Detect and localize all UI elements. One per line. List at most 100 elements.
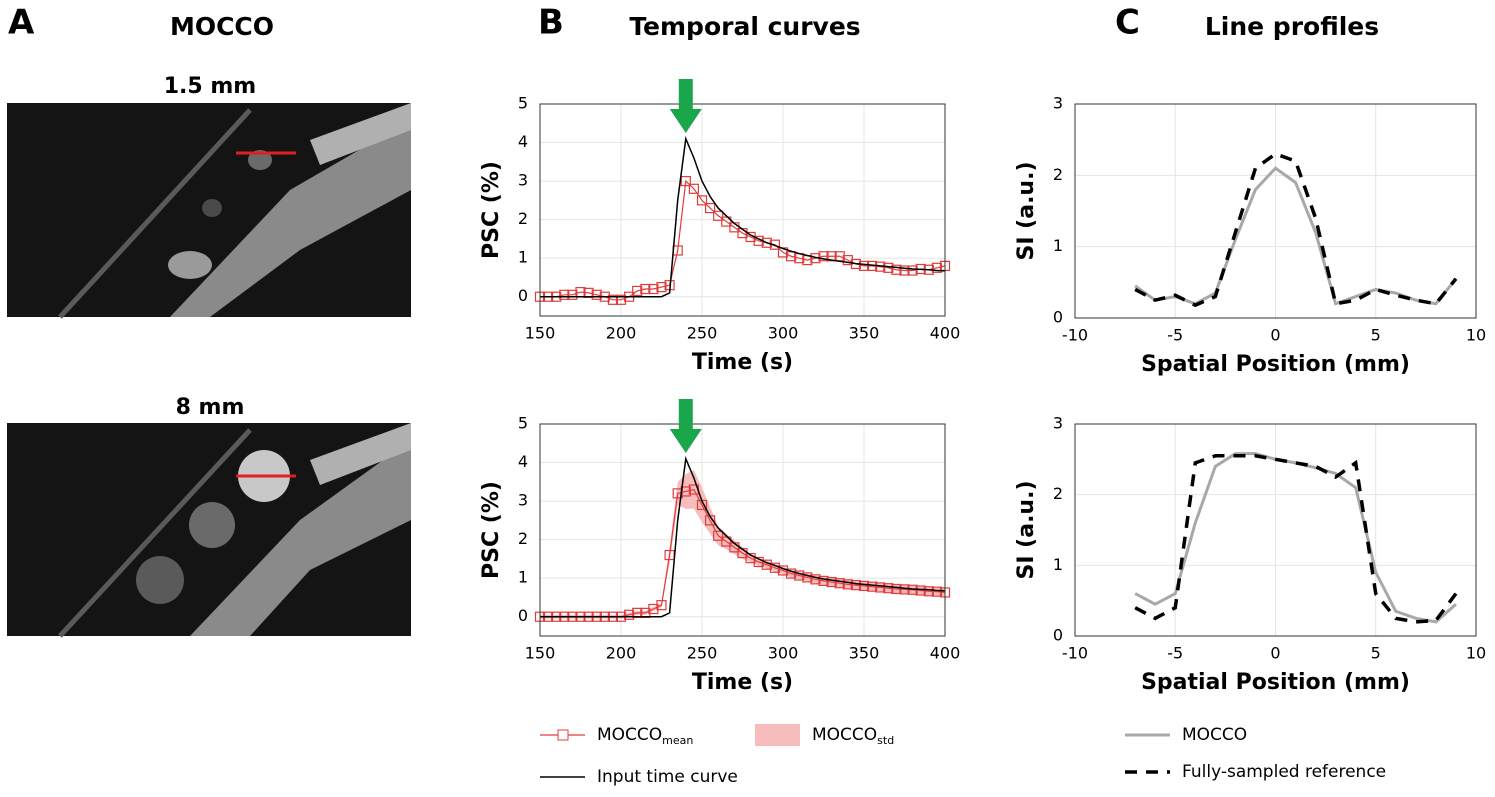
y-axis-label: SI (a.u.)	[1014, 480, 1039, 579]
x-tick-label: 250	[687, 324, 718, 343]
x-tick-label: 200	[606, 644, 637, 663]
image-label: 1.5 mm	[164, 74, 256, 99]
series-line	[540, 488, 946, 618]
marker	[907, 265, 918, 276]
y-tick-label: 2	[518, 209, 528, 228]
x-tick-label: -5	[1167, 326, 1183, 345]
y-tick-label: 4	[518, 452, 528, 471]
plot-frame	[1074, 423, 1477, 637]
marker	[818, 251, 829, 262]
x-tick-label: -10	[1062, 644, 1088, 663]
plot-frame	[539, 423, 946, 637]
marker	[648, 283, 659, 295]
marker	[915, 585, 926, 596]
marker	[818, 575, 829, 586]
marker	[826, 576, 837, 588]
x-axis-label: Spatial Position (mm)	[1141, 670, 1410, 695]
legend-label: MOCCO	[1182, 725, 1247, 745]
marker	[696, 195, 708, 206]
y-axis-label: PSC (%)	[479, 481, 504, 579]
marker	[721, 536, 732, 547]
legend-label: MOCCO	[812, 725, 877, 745]
x-tick-label: 0	[1270, 326, 1280, 345]
x-axis-label: Spatial Position (mm)	[1141, 352, 1410, 377]
marker	[810, 574, 821, 585]
marker	[721, 216, 732, 227]
y-tick-label: 1	[1053, 555, 1063, 574]
marker	[883, 583, 894, 594]
legend-label: Fully-sampled reference	[1182, 762, 1386, 782]
x-tick-label: 400	[930, 644, 961, 663]
legend-label: Fully-sampled reference	[1182, 762, 1386, 782]
x-tick-label: 300	[768, 324, 799, 343]
marker	[656, 600, 667, 611]
marker	[785, 568, 797, 579]
mri-image	[7, 103, 411, 319]
plot-frame	[539, 103, 946, 317]
series-line	[1134, 166, 1458, 306]
x-tick-label: 5	[1371, 644, 1381, 663]
x-axis-label: Time (s)	[692, 670, 793, 695]
x-tick-label: 300	[768, 644, 799, 663]
marker	[567, 289, 578, 300]
y-tick-label: 1	[518, 568, 528, 587]
legend-swatch	[755, 724, 800, 746]
marker	[891, 264, 902, 275]
marker	[866, 581, 878, 592]
marker	[672, 488, 683, 499]
x-tick-label: 250	[687, 644, 718, 663]
marker	[842, 255, 853, 266]
series-line	[540, 455, 946, 618]
panel-label: C	[1115, 3, 1140, 43]
y-tick-label: 2	[518, 529, 528, 548]
marker	[850, 580, 862, 591]
legend-subscript: mean	[662, 734, 693, 747]
y-tick-label: 0	[518, 606, 528, 625]
series-line	[540, 135, 946, 298]
marker	[656, 281, 667, 293]
legend-label: MOCCO	[597, 725, 662, 745]
marker	[802, 572, 813, 583]
marker	[891, 583, 902, 595]
x-tick-label: -10	[1062, 326, 1088, 345]
marker	[632, 285, 643, 297]
marker	[615, 294, 627, 305]
marker	[704, 202, 716, 214]
x-axis-label: Time (s)	[692, 350, 793, 375]
y-tick-label: 3	[1053, 94, 1063, 113]
x-tick-label: 150	[525, 644, 556, 663]
y-tick-label: 1	[1053, 236, 1063, 255]
marker	[623, 609, 635, 620]
panel-title: MOCCO	[170, 12, 274, 41]
y-tick-label: 3	[518, 491, 528, 510]
image-label: 8 mm	[176, 395, 245, 420]
plot-frame	[1074, 103, 1477, 319]
panel-label: B	[538, 3, 564, 43]
panel-title: Temporal curves	[629, 12, 860, 41]
mri-image	[7, 423, 411, 638]
y-axis-label: PSC (%)	[479, 161, 504, 259]
y-tick-label: 1	[518, 248, 528, 267]
x-tick-label: -5	[1167, 644, 1183, 663]
marker	[899, 265, 910, 276]
legend-swatch	[557, 729, 569, 741]
x-tick-label: 350	[849, 644, 880, 663]
arrow	[669, 399, 702, 453]
marker	[680, 175, 691, 187]
marker	[858, 260, 870, 271]
marker	[858, 580, 870, 591]
marker	[607, 294, 619, 305]
legend-subscript: std	[877, 734, 894, 747]
y-axis-label: SI (a.u.)	[1014, 161, 1039, 260]
series-line	[540, 179, 946, 301]
y-tick-label: 2	[1053, 165, 1063, 184]
y-tick-label: 2	[1053, 484, 1063, 503]
legend-label: Input time curve	[597, 767, 738, 787]
x-tick-label: 0	[1270, 644, 1280, 663]
marker	[713, 210, 724, 221]
marker	[834, 578, 845, 589]
panel-label: A	[8, 3, 35, 43]
y-tick-label: 0	[1053, 626, 1063, 645]
x-tick-label: 5	[1371, 326, 1381, 345]
